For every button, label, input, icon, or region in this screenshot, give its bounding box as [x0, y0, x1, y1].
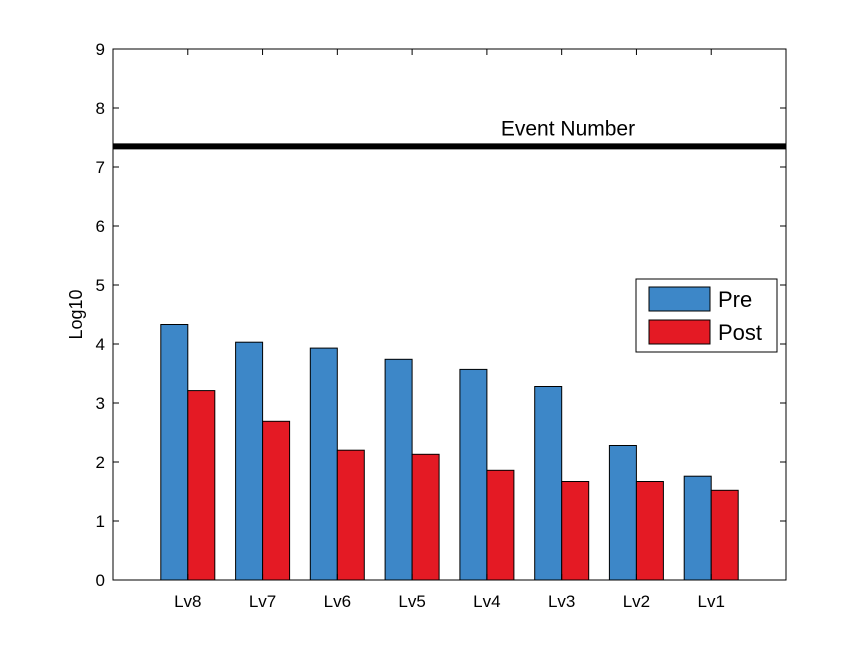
bar-post-lv3 — [561, 481, 590, 581]
y-tick-label: 0 — [96, 571, 105, 590]
y-tick-label: 2 — [96, 453, 105, 472]
x-tick-label: Lv8 — [174, 592, 201, 611]
bars-layer — [160, 324, 739, 581]
y-tick-label: 9 — [96, 40, 105, 59]
bar-post-lv2 — [635, 481, 664, 581]
bar-pre-lv1 — [683, 475, 712, 581]
ticks-layer: Lv8 Lv7 Lv6 Lv5 Lv4 Lv3 Lv2 Lv1 0 1 2 3 4 5 6 7 8 9 — [96, 40, 786, 611]
legend-swatch-post — [648, 319, 711, 345]
bar-pre-lv2 — [608, 445, 637, 581]
event-number-label: Event Number — [501, 117, 635, 140]
x-tick-label: Lv4 — [473, 592, 500, 611]
y-tick-label: 8 — [96, 99, 105, 118]
legend-swatch-pre — [648, 286, 711, 312]
x-tick-label: Lv5 — [398, 592, 425, 611]
y-tick-label: 7 — [96, 158, 105, 177]
reference-line-group: Event Number — [113, 117, 786, 150]
bar-post-lv6 — [336, 449, 365, 581]
y-tick-label: 6 — [96, 217, 105, 236]
bar-pre-lv8 — [160, 324, 189, 581]
bar-pre-lv7 — [235, 341, 264, 581]
y-tick-label: 1 — [96, 512, 105, 531]
y-tick-label: 5 — [96, 276, 105, 295]
x-tick-label: Lv6 — [324, 592, 351, 611]
y-tick-label: 3 — [96, 394, 105, 413]
bar-post-lv4 — [486, 469, 515, 581]
x-tick-label: Lv2 — [623, 592, 650, 611]
x-tick-label: Lv3 — [548, 592, 575, 611]
bar-post-lv5 — [411, 453, 440, 581]
bar-post-lv7 — [262, 420, 291, 581]
y-axis-title: Log10 — [66, 289, 86, 339]
bar-pre-lv4 — [459, 368, 488, 581]
x-tick-label: Lv1 — [698, 592, 725, 611]
y-tick-label: 4 — [96, 335, 105, 354]
bar-pre-lv6 — [309, 347, 338, 581]
x-tick-label: Lv7 — [249, 592, 276, 611]
legend: Pre Post — [635, 278, 778, 353]
plot-area-frame — [112, 48, 787, 581]
legend-label-pre: Pre — [718, 287, 752, 312]
bar-pre-lv3 — [534, 386, 563, 581]
bar-post-lv8 — [187, 390, 216, 581]
legend-label-post: Post — [718, 320, 762, 345]
bar-post-lv1 — [710, 489, 739, 581]
bar-pre-lv5 — [384, 358, 413, 581]
